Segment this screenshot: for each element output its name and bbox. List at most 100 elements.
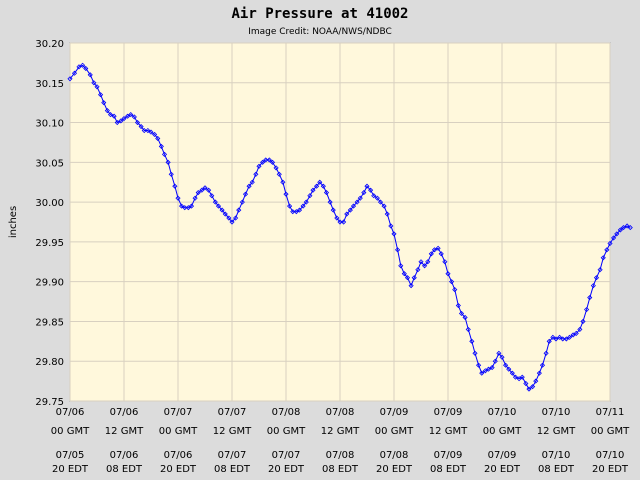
data-point [449,279,455,285]
data-point [111,113,117,119]
data-point [341,219,347,225]
x-tick-gmt-time: 00 GMT [159,426,198,437]
data-point [422,263,428,269]
data-point [398,263,404,269]
data-point [209,193,215,199]
data-point [172,183,178,189]
y-tick-label: 29.85 [35,317,64,328]
data-point [600,255,606,261]
x-tick-edt-date: 07/10 [596,450,625,461]
data-point [357,195,363,201]
x-tick-edt-time: 20 EDT [376,464,413,475]
x-tick-gmt-date: 07/06 [110,407,139,418]
x-tick-edt-date: 07/08 [326,450,355,461]
data-point [67,76,73,82]
x-tick-gmt-date: 07/07 [218,407,247,418]
data-point [175,195,181,201]
data-point [411,275,417,281]
y-tick-label: 30.10 [35,119,64,130]
data-point [206,187,212,193]
data-point [472,350,478,356]
x-tick-gmt-date: 07/10 [542,407,571,418]
data-point [499,354,505,360]
data-point [76,64,82,70]
data-point [485,366,492,372]
data-point [83,65,89,72]
y-tick-label: 30.00 [35,198,64,209]
data-point [334,215,340,221]
data-point [361,189,367,196]
data-point [377,199,384,205]
data-point [229,219,235,225]
data-point [580,318,586,325]
data-point [404,275,411,281]
data-point [148,129,154,135]
data-point [506,366,512,372]
x-tick-edt-date: 07/05 [56,450,85,461]
chart-title: Air Pressure at 41002 [231,6,408,22]
data-point [101,100,107,106]
data-point [384,211,390,217]
data-point [212,199,218,205]
data-point [215,203,222,209]
data-point [388,223,394,229]
data-point [350,203,357,209]
data-point [233,215,239,221]
data-point [587,295,593,301]
data-point [242,191,249,197]
x-tick-gmt-time: 12 GMT [105,426,144,437]
data-point [617,227,623,233]
data-point [425,259,431,265]
data-point [462,314,468,321]
data-point [165,159,171,165]
x-tick-edt-date: 07/09 [488,450,517,461]
data-point [482,368,488,374]
data-point [310,187,316,193]
data-point [408,283,414,289]
x-tick-edt-time: 08 EDT [106,464,143,475]
data-point [530,384,536,390]
data-point [327,199,333,205]
data-point [266,157,272,163]
data-point [199,187,205,193]
pressure-series-line [69,64,631,390]
data-point [161,151,168,157]
x-tick-gmt-time: 12 GMT [321,426,360,437]
data-point [152,131,158,138]
chart-subtitle: Image Credit: NOAA/NWS/NDBC [248,27,392,37]
y-tick-label: 30.05 [35,158,64,169]
x-tick-edt-date: 07/06 [110,450,139,461]
data-point [269,159,276,165]
data-point [438,251,444,257]
x-tick-gmt-time: 00 GMT [483,426,522,437]
data-point [293,209,299,215]
data-point [371,193,377,199]
data-point [168,171,174,177]
x-tick-edt-time: 20 EDT [160,464,197,475]
x-tick-edt-date: 07/06 [164,450,193,461]
data-point [584,306,590,313]
data-point [435,245,441,251]
data-point [476,362,482,368]
x-tick-gmt-date: 07/09 [380,407,409,418]
data-point [512,374,519,380]
data-point [368,187,374,193]
x-tick-edt-time: 08 EDT [538,464,575,475]
data-point [431,247,438,253]
data-point [188,203,195,209]
data-point [479,370,485,376]
x-tick-edt-time: 08 EDT [322,464,359,475]
data-point [570,332,576,338]
data-point [307,193,313,199]
x-tick-edt-time: 20 EDT [484,464,521,475]
data-point [395,247,401,253]
data-point [620,225,627,231]
x-tick-gmt-date: 07/07 [164,407,193,418]
data-point [226,215,232,221]
x-tick-edt-date: 07/07 [272,450,301,461]
data-point [496,350,502,356]
data-point [192,195,198,201]
data-point [323,189,330,196]
data-point [455,302,461,309]
